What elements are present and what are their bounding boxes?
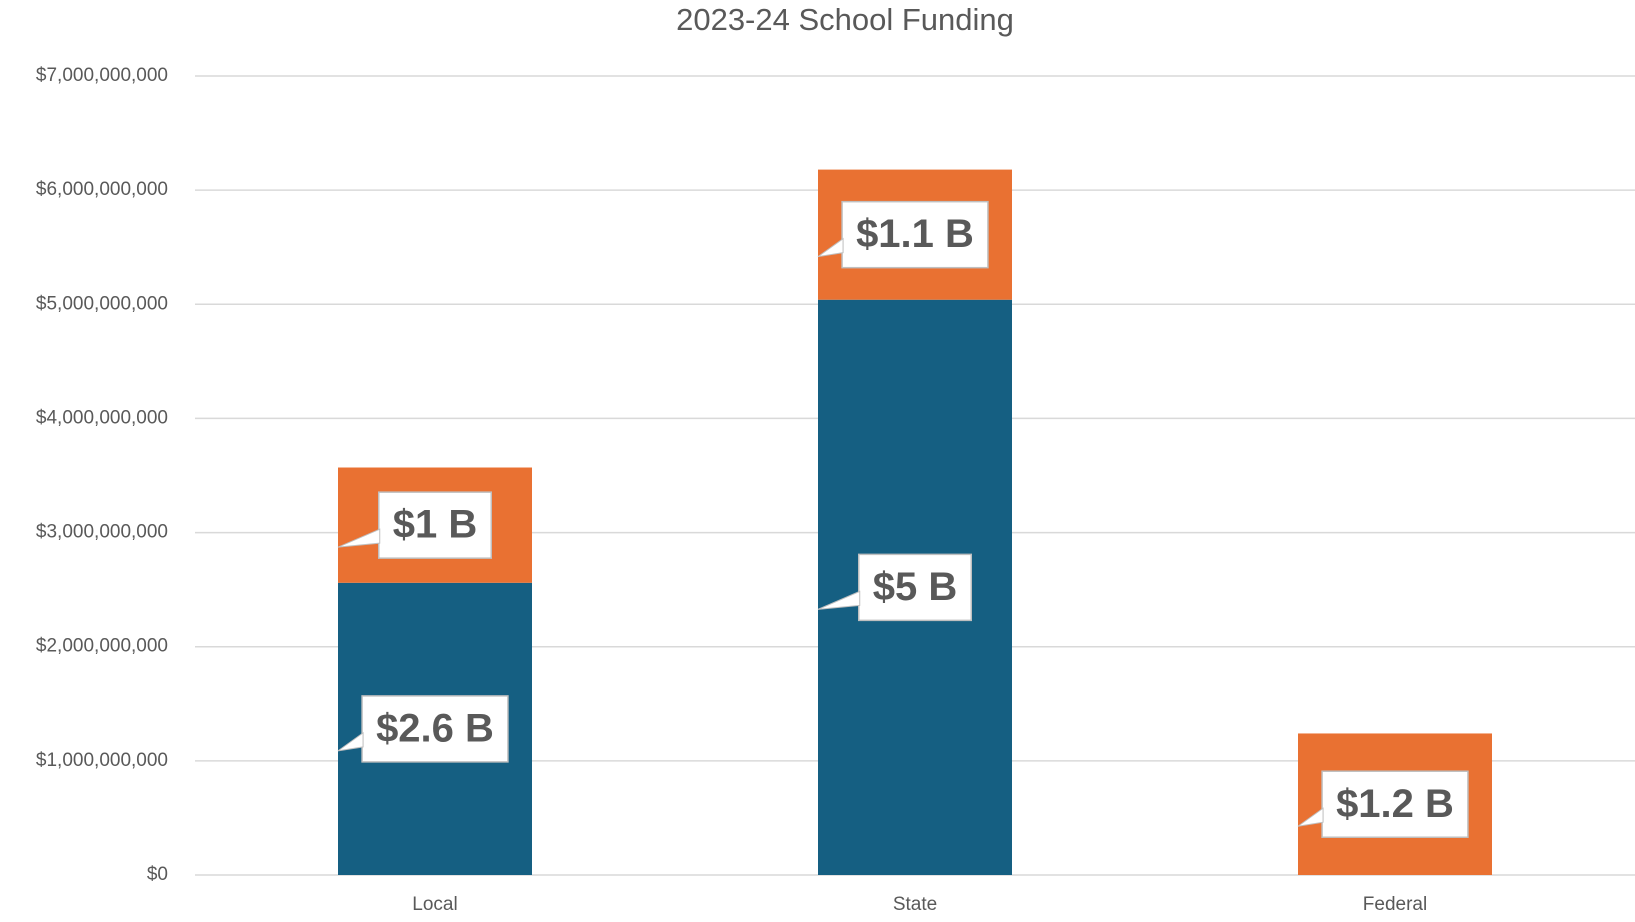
data-label-box — [378, 491, 492, 559]
y-tick-label: $5,000,000,000 — [36, 293, 168, 314]
y-tick-label: $4,000,000,000 — [36, 407, 168, 428]
data-label: $5 B — [873, 565, 958, 609]
x-tick-label: Local — [412, 894, 457, 915]
y-tick-label: $0 — [147, 864, 168, 885]
chart-title: 2023-24 School Funding — [676, 2, 1014, 37]
data-label-box — [858, 553, 972, 622]
y-tick-label: $6,000,000,000 — [36, 179, 168, 200]
data-label-box — [361, 695, 509, 763]
data-label: $1.1 B — [856, 212, 974, 256]
y-tick-label: $2,000,000,000 — [36, 636, 168, 657]
x-tick-label: Federal — [1363, 894, 1427, 915]
data-label-box — [841, 200, 989, 269]
data-label-pointer — [337, 528, 381, 548]
data-label-pointer — [817, 237, 844, 258]
data-label: $2.6 B — [376, 706, 494, 750]
y-tick-label: $1,000,000,000 — [36, 750, 168, 771]
data-label-pointer — [1297, 807, 1324, 827]
y-tick-label: $7,000,000,000 — [36, 65, 168, 86]
x-tick-label: State — [893, 894, 937, 915]
data-label-pointer — [817, 590, 861, 610]
y-tick-label: $3,000,000,000 — [36, 522, 168, 543]
data-label-pointer — [337, 731, 364, 752]
data-label: $1.2 B — [1336, 782, 1454, 826]
data-label: $1 B — [393, 503, 478, 547]
data-label-box — [1321, 770, 1469, 838]
